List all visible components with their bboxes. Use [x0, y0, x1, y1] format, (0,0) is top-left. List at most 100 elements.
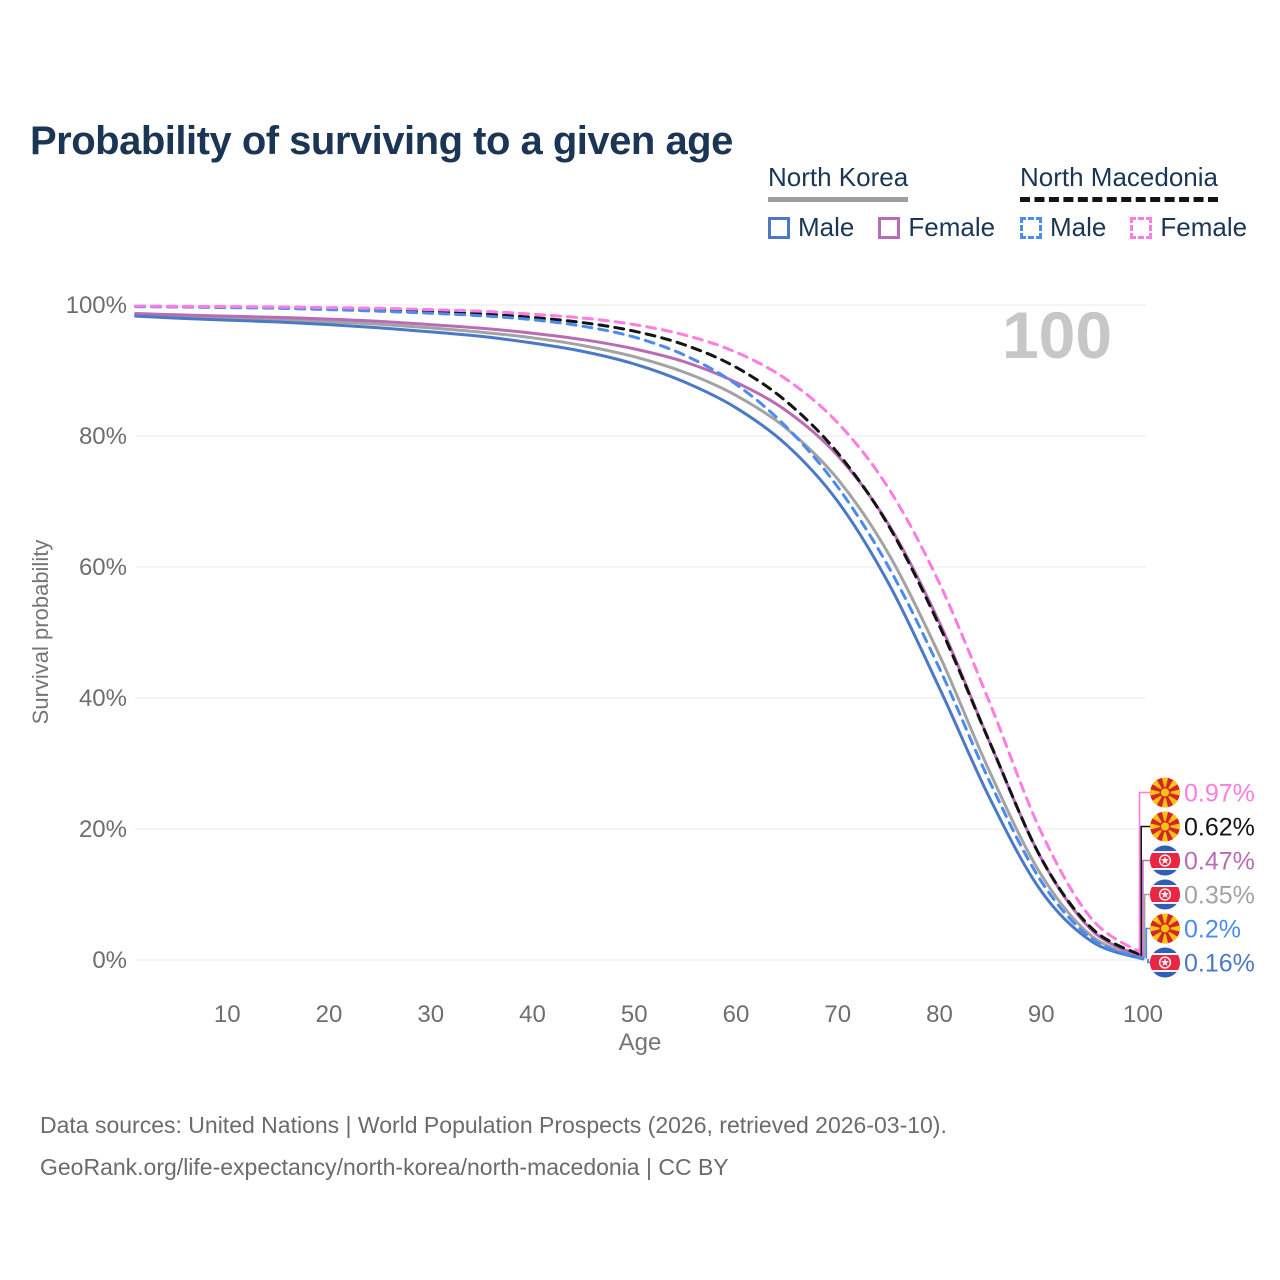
flag-star: [1160, 856, 1170, 864]
flag-sun-ray: [1167, 925, 1180, 932]
series-line-nk_total: [134, 313, 1145, 960]
y-tick-label-0%: 0%: [92, 947, 127, 974]
y-tick-label-80%: 80%: [79, 423, 127, 450]
watermark-age-100: 100: [1002, 298, 1112, 372]
flag-icon-kp: [1150, 879, 1180, 910]
x-tick-label-50: 50: [621, 1001, 648, 1028]
x-tick-label-70: 70: [824, 1001, 851, 1028]
series-line-nm_male: [134, 305, 1145, 961]
north-korea-flag-icon: [1150, 845, 1180, 876]
flag-white-stripe: [1150, 970, 1180, 972]
y-tick-label-40%: 40%: [79, 685, 127, 712]
flag-sun-ray: [1167, 789, 1180, 796]
flag-sun-ray: [1161, 828, 1169, 842]
x-tick-label-100: 100: [1123, 1001, 1163, 1028]
legend-item-nk-female[interactable]: Female: [878, 212, 995, 243]
y-tick-label-20%: 20%: [79, 816, 127, 843]
series-line-nk_female: [134, 312, 1145, 959]
flag-sun-ray: [1166, 914, 1179, 927]
y-tick-label-100%: 100%: [66, 292, 127, 319]
legend-group-north-korea: North Korea Male Female: [768, 162, 995, 243]
legend-item-nk-male[interactable]: Male: [768, 212, 854, 243]
gridlines-layer: [135, 304, 1146, 961]
page-title: Probability of surviving to a given age: [30, 118, 733, 163]
series-line-nm_total: [134, 304, 1145, 958]
legend-group-title-north-macedonia: North Macedonia: [1020, 162, 1218, 202]
flag-white-stripe: [1150, 902, 1180, 904]
flag-sun-ray: [1150, 925, 1163, 932]
x-tick-label-60: 60: [723, 1001, 750, 1028]
flag-star: [1160, 890, 1170, 898]
end-label-connector-nm_male: [1145, 927, 1150, 959]
x-tick-label-20: 20: [316, 1001, 343, 1028]
flag-sun-ray: [1166, 828, 1179, 841]
x-tick-label-90: 90: [1028, 1001, 1055, 1028]
end-label-value-nm_female: 0.97%: [1184, 780, 1255, 808]
x-tick-label-80: 80: [926, 1001, 953, 1028]
north-macedonia-flag-icon: [1150, 811, 1180, 842]
x-tick-label-30: 30: [417, 1001, 444, 1028]
flag-sun-ray: [1150, 789, 1163, 796]
flag-white-stripe: [1150, 868, 1180, 870]
flag-sun-ray: [1151, 794, 1164, 807]
north-korea-flag-icon: [1150, 879, 1180, 910]
flag-icon-mk: [1150, 811, 1180, 842]
flag-icon-mk: [1150, 777, 1180, 808]
flag-sun-ray: [1161, 930, 1169, 944]
flag-white-stripe: [1150, 851, 1180, 853]
flag-sun-ray: [1150, 823, 1163, 830]
end-label-connector-nk_total: [1143, 893, 1150, 958]
nm-female-swatch-checkbox: [1130, 216, 1153, 239]
legend-item-nm-male[interactable]: Male: [1020, 212, 1106, 243]
flag-sun-disc: [1159, 821, 1171, 832]
legend-item-nm-female[interactable]: Female: [1130, 212, 1247, 243]
flag-sun-ray: [1151, 930, 1164, 943]
north-macedonia-flag-icon: [1150, 913, 1180, 944]
footer-source-url: GeoRank.org/life-expectancy/north-korea/…: [40, 1154, 729, 1180]
flag-sun-ray: [1151, 778, 1164, 791]
north-macedonia-flag-icon: [1150, 777, 1180, 808]
y-tick-label-60%: 60%: [79, 554, 127, 581]
legend-item-label: Female: [1160, 212, 1248, 242]
series-line-nk_male: [134, 314, 1145, 961]
end-label-connector-nm_female: [1138, 791, 1150, 954]
flag-icon-mk: [1150, 913, 1180, 944]
flag-sun-ray: [1161, 777, 1169, 791]
end-label-value-nm_male: 0.2%: [1184, 916, 1241, 944]
legend-item-label: Male: [798, 212, 855, 242]
nm-male-swatch-checkbox: [1020, 216, 1042, 239]
x-axis-title: Age: [619, 1029, 662, 1056]
end-label-value-nk_female: 0.47%: [1184, 848, 1255, 876]
flag-sun-ray: [1161, 794, 1169, 808]
flag-sun-ray: [1166, 930, 1179, 943]
footer-data-sources: Data sources: United Nations | World Pop…: [40, 1112, 947, 1138]
x-tick-label-40: 40: [519, 1001, 546, 1028]
flag-sun-ray: [1151, 812, 1164, 825]
flag-sun-disc: [1159, 923, 1171, 934]
chart-svg: 100 0% 20% 40% 60% 80% 100% 10 20 30 40 50 60 70 80 90…: [28, 292, 1255, 1056]
end-label-value-nm_total: 0.62%: [1184, 814, 1255, 842]
nk-male-swatch-checkbox: [768, 216, 790, 239]
end-label-value-nk_male: 0.16%: [1184, 950, 1255, 978]
legend-item-label: Female: [908, 212, 996, 242]
flag-sun-disc: [1159, 787, 1171, 798]
legend-group-title-north-korea: North Korea: [768, 162, 909, 202]
flag-icon-kp: [1150, 947, 1180, 978]
y-axis-title: Survival probability: [28, 540, 53, 725]
flag-sun-ray: [1166, 812, 1179, 825]
flag-white-stripe: [1150, 953, 1180, 955]
flag-sun-ray: [1161, 913, 1169, 927]
flag-sun-ray: [1166, 794, 1179, 807]
axes-layer: 0% 20% 40% 60% 80% 100% 10 20 30 40 50 60 70 80 90 100 A…: [28, 292, 1163, 1056]
end-label-value-nk_total: 0.35%: [1184, 882, 1255, 910]
end-label-connector-nk_male: [1147, 959, 1150, 964]
x-tick-label-10: 10: [214, 1001, 241, 1028]
flag-white-stripe: [1150, 885, 1180, 887]
flag-sun-ray: [1161, 811, 1169, 825]
end-label-connector-nm_total: [1140, 825, 1150, 956]
footer: Data sources: United Nations | World Pop…: [40, 1104, 947, 1188]
series-line-nm_female: [134, 304, 1145, 956]
flag-sun-ray: [1151, 914, 1164, 927]
end-label-connector-nk_female: [1142, 859, 1150, 957]
nk-female-swatch-checkbox: [878, 216, 901, 239]
